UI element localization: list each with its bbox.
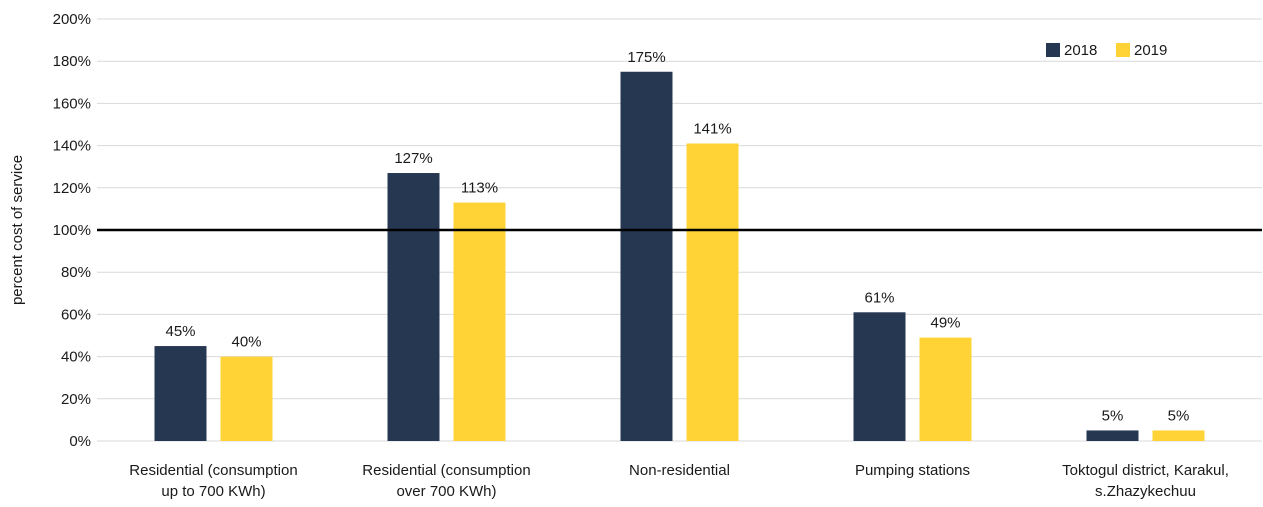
bar-2019 xyxy=(220,356,273,441)
bar-2019 xyxy=(686,143,739,442)
y-tick-label: 100% xyxy=(53,222,91,239)
legend-swatch-2019 xyxy=(1116,43,1130,57)
bar-2018 xyxy=(620,71,673,441)
y-tick-label: 20% xyxy=(61,391,91,408)
x-category-label: Non-residential xyxy=(629,462,730,479)
y-tick-label: 200% xyxy=(53,11,91,28)
data-label: 5% xyxy=(1168,407,1190,424)
bar-2019 xyxy=(1152,430,1205,441)
y-tick-label: 0% xyxy=(69,433,91,450)
data-label: 175% xyxy=(627,49,665,66)
data-label: 141% xyxy=(693,120,731,137)
data-label: 113% xyxy=(461,180,498,197)
bar-2019 xyxy=(919,337,972,441)
x-category-label: Pumping stations xyxy=(855,462,970,479)
data-label: 49% xyxy=(930,315,960,332)
data-label: 127% xyxy=(394,150,432,167)
y-tick-label: 140% xyxy=(53,138,91,155)
data-label: 5% xyxy=(1102,407,1124,424)
bar-2018 xyxy=(1086,430,1139,441)
y-tick-label: 180% xyxy=(53,53,91,70)
y-tick-label: 80% xyxy=(61,264,91,281)
legend-label-2018: 2018 xyxy=(1064,42,1097,59)
x-category-label: Residential (consumption over 700 KWh) xyxy=(362,462,530,500)
y-tick-label: 60% xyxy=(61,306,91,323)
data-label: 61% xyxy=(864,289,894,306)
bar-2018 xyxy=(853,312,906,441)
y-tick-label: 40% xyxy=(61,349,91,366)
data-label: 45% xyxy=(165,323,195,340)
bar-2018 xyxy=(154,346,207,441)
bar-2019 xyxy=(453,202,506,441)
x-category-label: Toktogul district, Karakul, s.Zhazykechuu xyxy=(1062,462,1229,500)
y-axis-label: percent cost of service xyxy=(9,155,26,305)
legend-label-2019: 2019 xyxy=(1134,42,1167,59)
x-category-label: Residential (consumption up to 700 KWh) xyxy=(129,462,297,500)
bar-2018 xyxy=(387,173,440,441)
data-label: 40% xyxy=(231,334,261,351)
legend-swatch-2018 xyxy=(1046,43,1060,57)
y-tick-label: 160% xyxy=(53,95,91,112)
y-tick-label: 120% xyxy=(53,180,91,197)
